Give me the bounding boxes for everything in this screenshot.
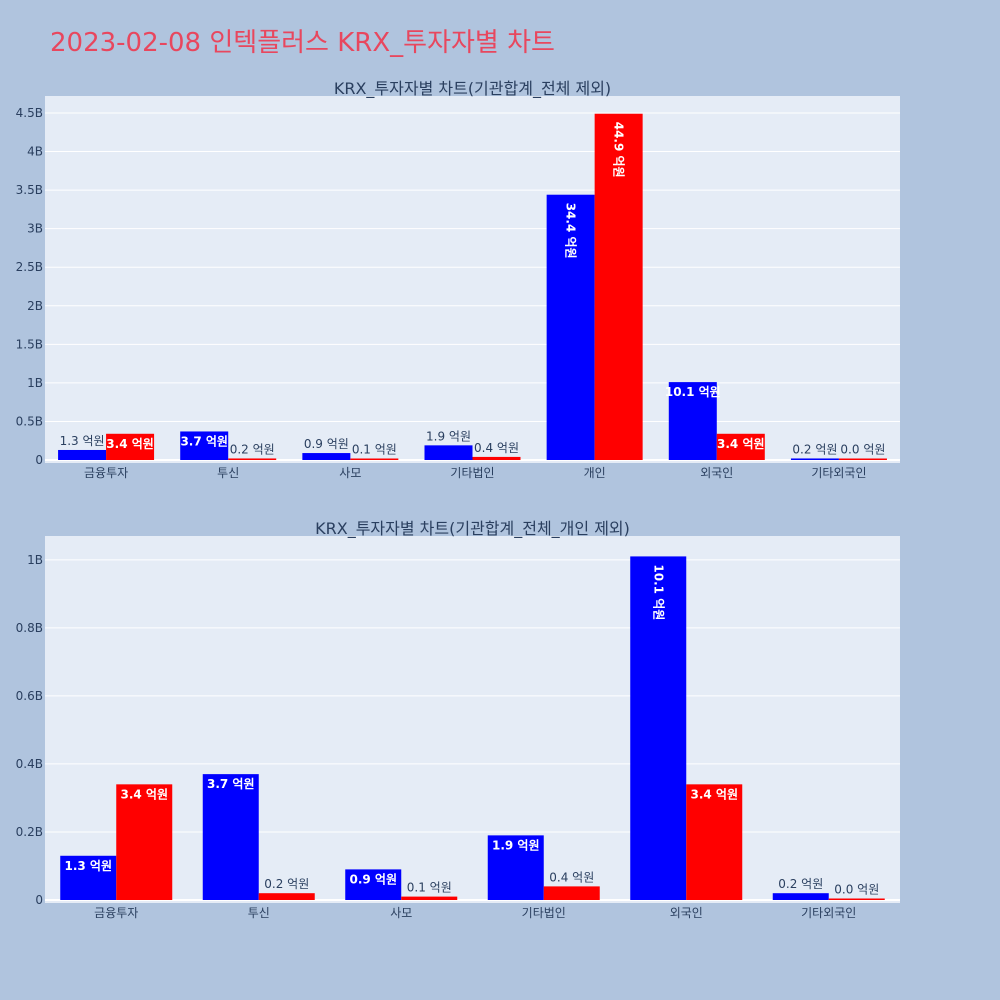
plot-background: [45, 96, 900, 463]
bar: [401, 896, 458, 900]
data-label: 0.0 억원: [840, 443, 885, 457]
data-label: 3.7 억원: [180, 434, 228, 448]
x-tick-label: 금융투자: [84, 466, 128, 480]
y-tick-label: 4.5B: [16, 106, 43, 120]
bar: [345, 869, 402, 900]
x-tick-label: 금융투자: [94, 906, 138, 920]
x-tick-label: 기타법인: [450, 466, 494, 480]
data-label: 34.4 억원: [564, 203, 578, 259]
data-label: 3.4 억원: [120, 787, 168, 801]
bar: [58, 449, 107, 460]
x-tick-label: 기타외국인: [801, 906, 856, 920]
x-tick-label: 투신: [217, 466, 239, 480]
bar: [472, 456, 521, 460]
bar: [543, 886, 600, 900]
bar: [790, 458, 839, 460]
bar: [106, 433, 155, 460]
x-tick-label: 투신: [248, 906, 270, 920]
bar: [350, 458, 399, 460]
bar: [716, 433, 765, 460]
data-label: 0.9 억원: [304, 437, 349, 451]
y-tick-label: 0.5B: [16, 414, 43, 428]
y-tick-label: 2B: [27, 299, 43, 313]
y-tick-label: 0.8B: [16, 621, 43, 635]
bar: [686, 784, 743, 900]
x-tick-label: 개인: [584, 466, 606, 480]
data-label: 3.7 억원: [207, 777, 255, 791]
data-label: 0.4 억원: [549, 870, 594, 884]
data-label: 0.2 억원: [778, 877, 823, 891]
data-label: 0.0 억원: [834, 883, 879, 897]
y-tick-label: 0.4B: [16, 757, 43, 771]
data-label: 0.2 억원: [230, 442, 275, 456]
data-label: 1.9 억원: [492, 838, 540, 852]
y-tick-label: 1B: [27, 553, 43, 567]
bar: [487, 835, 544, 900]
data-label: 0.2 억원: [792, 442, 837, 456]
y-tick-label: 1B: [27, 376, 43, 390]
bar: [772, 893, 829, 900]
bar: [838, 458, 887, 460]
bar: [60, 855, 117, 900]
bar: [180, 431, 229, 460]
x-tick-label: 외국인: [700, 466, 733, 480]
bar: [116, 784, 173, 900]
data-label: 44.9 억원: [612, 122, 626, 178]
data-label: 3.4 억원: [717, 437, 765, 451]
bar: [424, 445, 473, 460]
bar: [828, 898, 885, 900]
x-tick-label: 기타법인: [522, 906, 566, 920]
data-label: 3.4 억원: [106, 437, 154, 451]
x-tick-label: 기타외국인: [811, 466, 866, 480]
bar: [546, 194, 595, 461]
data-label: 10.1 억원: [665, 385, 721, 399]
bar: [228, 458, 277, 460]
y-tick-label: 2.5B: [16, 260, 43, 274]
data-label: 1.9 억원: [426, 429, 471, 443]
y-tick-label: 4B: [27, 145, 43, 159]
x-tick-label: 사모: [339, 466, 361, 480]
bar: [668, 382, 717, 460]
y-tick-label: 0: [35, 453, 43, 467]
data-label: 3.4 억원: [690, 787, 738, 801]
plot-background: [45, 536, 900, 903]
data-label: 0.4 억원: [474, 441, 519, 455]
x-tick-label: 외국인: [670, 906, 703, 920]
data-label: 1.3 억원: [60, 434, 105, 448]
y-tick-label: 3B: [27, 222, 43, 236]
y-tick-label: 0.6B: [16, 689, 43, 703]
y-tick-label: 0.2B: [16, 825, 43, 839]
data-label: 0.1 억원: [352, 443, 397, 457]
bar: [630, 556, 687, 900]
data-label: 0.9 억원: [349, 872, 397, 886]
bar: [258, 893, 315, 900]
subplot-title: KRX_투자자별 차트(기관합계_전체_개인 제외): [315, 519, 630, 539]
y-tick-label: 0: [35, 893, 43, 907]
subplot-title: KRX_투자자별 차트(기관합계_전체 제외): [334, 79, 611, 99]
bar: [302, 453, 351, 460]
bar: [594, 113, 643, 460]
y-tick-label: 1.5B: [16, 337, 43, 351]
data-label: 1.3 억원: [64, 859, 112, 873]
bar: [202, 774, 259, 900]
page-title: 2023-02-08 인텍플러스 KRX_투자자별 차트: [50, 28, 555, 58]
y-tick-label: 3.5B: [16, 183, 43, 197]
data-label: 0.1 억원: [407, 881, 452, 895]
data-label: 0.2 억원: [264, 877, 309, 891]
data-label: 10.1 억원: [651, 564, 665, 620]
x-tick-label: 사모: [390, 906, 412, 920]
